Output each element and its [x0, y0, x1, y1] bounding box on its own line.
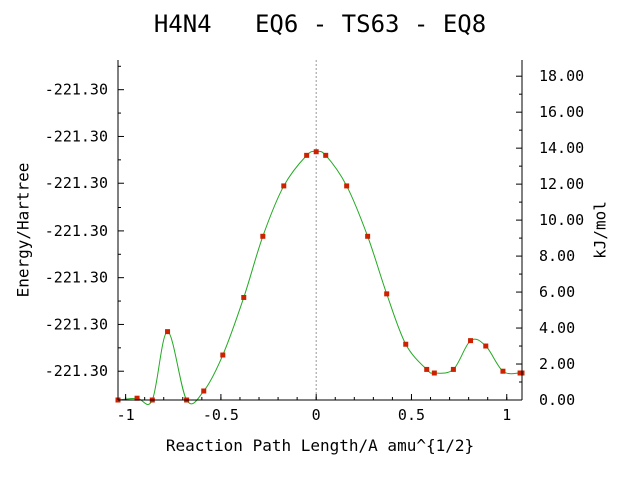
- data-point: [344, 183, 350, 189]
- data-point: [260, 233, 266, 239]
- curve-layer: [117, 150, 523, 405]
- y-left-tick-label: -221.30: [45, 315, 108, 333]
- data-point: [468, 338, 474, 344]
- y-left-tick-label: -221.30: [45, 222, 108, 240]
- y-left-tick-label: -221.30: [45, 81, 108, 99]
- data-point: [483, 343, 489, 349]
- y-right-tick-label: 16.00: [539, 103, 584, 121]
- data-point: [403, 341, 409, 347]
- data-point: [323, 152, 329, 158]
- data-point: [424, 366, 430, 372]
- data-point: [365, 233, 371, 239]
- x-tick-label: 0: [312, 406, 321, 424]
- y-right-tick-label: 8.00: [539, 247, 575, 265]
- energy-curve: [117, 150, 523, 405]
- y-left-tick-label: -221.30: [45, 362, 108, 380]
- x-tick-label: 1: [502, 406, 511, 424]
- data-point: [134, 395, 140, 401]
- y-right-tick-label: 0.00: [539, 391, 575, 409]
- data-point: [304, 152, 310, 158]
- data-point: [313, 149, 319, 155]
- data-point: [165, 329, 171, 335]
- y-right-tick-label: 10.00: [539, 211, 584, 229]
- chart-title: H4N4 EQ6 - TS63 - EQ8: [153, 10, 487, 38]
- x-tick-label: -0.5: [203, 406, 239, 424]
- x-tick-label: 0.5: [398, 406, 425, 424]
- axis-layer: [117, 60, 523, 401]
- y-right-tick-label: 4.00: [539, 319, 575, 337]
- data-point: [281, 183, 287, 189]
- y-right-tick-label: 18.00: [539, 67, 584, 85]
- data-point: [500, 368, 506, 374]
- y-left-tick-label: -221.30: [45, 269, 108, 287]
- data-point: [431, 370, 437, 376]
- point-layer: [115, 149, 525, 403]
- y-right-tick-label: 2.00: [539, 355, 575, 373]
- data-point: [384, 291, 390, 297]
- y-left-tick-label: -221.30: [45, 174, 108, 192]
- tick-layer: -1 -0.5 0 0.5 10.002.004.006.008.0010.0012.0…: [45, 65, 584, 424]
- data-point: [241, 294, 247, 300]
- y-right-tick-label: 6.00: [539, 283, 575, 301]
- y-right-tick-label: 14.00: [539, 139, 584, 157]
- data-point: [450, 366, 456, 372]
- x-axis-label: Reaction Path Length/A amu^{1/2}: [165, 436, 475, 455]
- x-tick-label: -1: [117, 406, 135, 424]
- y-right-tick-label: 12.00: [539, 175, 584, 193]
- data-point: [220, 352, 226, 358]
- y-left-tick-label: -221.30: [45, 127, 108, 145]
- data-point: [201, 388, 207, 394]
